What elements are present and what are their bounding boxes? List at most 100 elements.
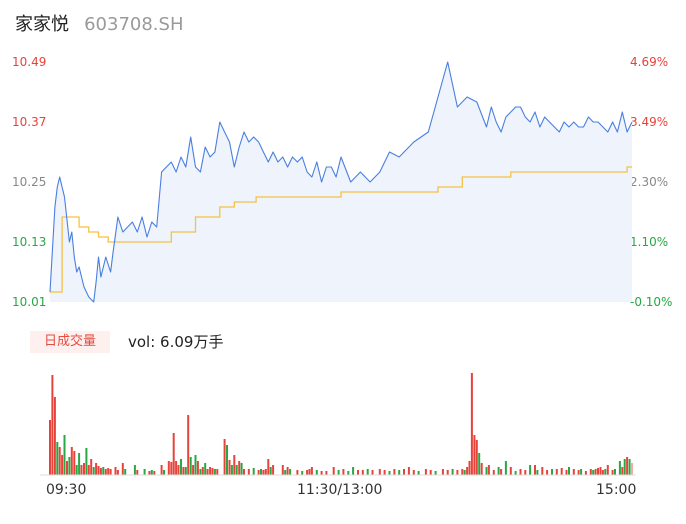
volume-bar [398, 470, 401, 475]
volume-bar [264, 469, 267, 475]
time-label-midday: 11:30/13:00 [297, 482, 383, 498]
volume-bar [102, 467, 105, 475]
volume-bar [546, 470, 549, 475]
volume-bar [235, 465, 238, 475]
volume-bar [167, 461, 170, 475]
volume-bar [417, 471, 420, 475]
volume-bar [136, 470, 139, 475]
volume-bar [247, 469, 250, 475]
volume-bar [199, 469, 202, 475]
volume-bar [240, 463, 243, 475]
volume-bar [216, 469, 219, 475]
volume-bar [269, 467, 272, 475]
volume-bar [560, 468, 563, 475]
volume-bar [485, 467, 488, 475]
volume-bar [49, 420, 51, 475]
volume-bar [63, 435, 66, 475]
volume-bar [473, 435, 476, 475]
volume-bar [614, 469, 616, 475]
volume-bar [424, 469, 427, 475]
volume-bar [99, 468, 102, 475]
volume-bar [347, 471, 350, 475]
volume-bar [150, 470, 153, 475]
volume-bar [631, 463, 633, 475]
volume-bar [61, 455, 64, 475]
volume-bar [66, 461, 68, 475]
volume-bar [143, 469, 146, 475]
volume-bar [281, 465, 284, 475]
volume-bar [211, 468, 214, 475]
volume-bar [604, 469, 607, 475]
volume-bar [53, 397, 56, 475]
volume-tag: 日成交量 [30, 331, 110, 353]
volume-bar [187, 415, 190, 475]
volume-bar [226, 445, 228, 475]
time-label-open: 09:30 [46, 482, 87, 498]
volume-bar [628, 459, 631, 475]
volume-bar [230, 465, 233, 475]
volume-bar [599, 467, 602, 475]
volume-bar [456, 470, 459, 475]
price-tick-label: 10.13 [12, 235, 47, 249]
volume-bar [361, 470, 364, 475]
volume-bar [403, 469, 405, 475]
volume-bar [262, 470, 265, 475]
volume-bar [80, 465, 83, 475]
volume-bar [104, 469, 107, 475]
volume-bar [611, 470, 614, 475]
volume-bar [594, 469, 597, 475]
stock-code: 603708.SH [84, 14, 184, 35]
volume-bar [116, 470, 119, 475]
volume-bar [133, 465, 136, 475]
volume-bar [592, 470, 595, 475]
stock-title: 家家悦 603708.SH [15, 12, 184, 38]
volume-bar [267, 459, 270, 475]
volume-bar [500, 469, 503, 475]
volume-bar [260, 469, 262, 475]
volume-bar [124, 469, 127, 475]
volume-bar [519, 469, 522, 475]
volume-bar [393, 469, 396, 475]
volume-bar [201, 467, 204, 475]
price-tick-label: 10.37 [12, 115, 47, 129]
volume-bar [306, 470, 309, 475]
volume-bar [296, 470, 299, 475]
volume-bar [196, 461, 199, 475]
volume-bar [97, 466, 100, 475]
volume-bar [407, 467, 410, 475]
volume-bar [446, 470, 449, 475]
volume-bar [357, 470, 359, 475]
volume-bar [228, 460, 231, 475]
volume-bar [352, 467, 355, 475]
price-tick-label: 10.49 [12, 55, 47, 69]
volume-bar [504, 461, 507, 475]
volume-bar [73, 451, 76, 475]
volume-bar [70, 447, 73, 475]
volume-bar [213, 469, 216, 475]
volume-value: vol: 6.09万手 [128, 333, 224, 351]
volume-bar [601, 470, 604, 475]
volume-bar [541, 467, 544, 475]
volume-bar [223, 439, 226, 475]
volume-bar [524, 470, 527, 475]
volume-bar [148, 471, 151, 475]
volume-bar [325, 471, 328, 475]
volume-bar [451, 469, 454, 475]
volume-bar [301, 471, 304, 475]
volume-bar [180, 459, 182, 475]
price-line [49, 61, 633, 303]
volume-bar [342, 469, 345, 475]
volume-bar [121, 463, 124, 475]
volume-bar [204, 463, 207, 475]
volume-bar [308, 469, 311, 475]
volume-bar [388, 471, 391, 475]
volume-bar [315, 470, 318, 475]
volume-bar [83, 463, 85, 475]
percent-tick-label: 4.69% [630, 55, 669, 69]
volume-bar [209, 467, 212, 475]
volume-bar [107, 468, 110, 475]
volume-bar [509, 467, 512, 475]
volume-bar [597, 468, 599, 475]
volume-bar [514, 471, 517, 475]
